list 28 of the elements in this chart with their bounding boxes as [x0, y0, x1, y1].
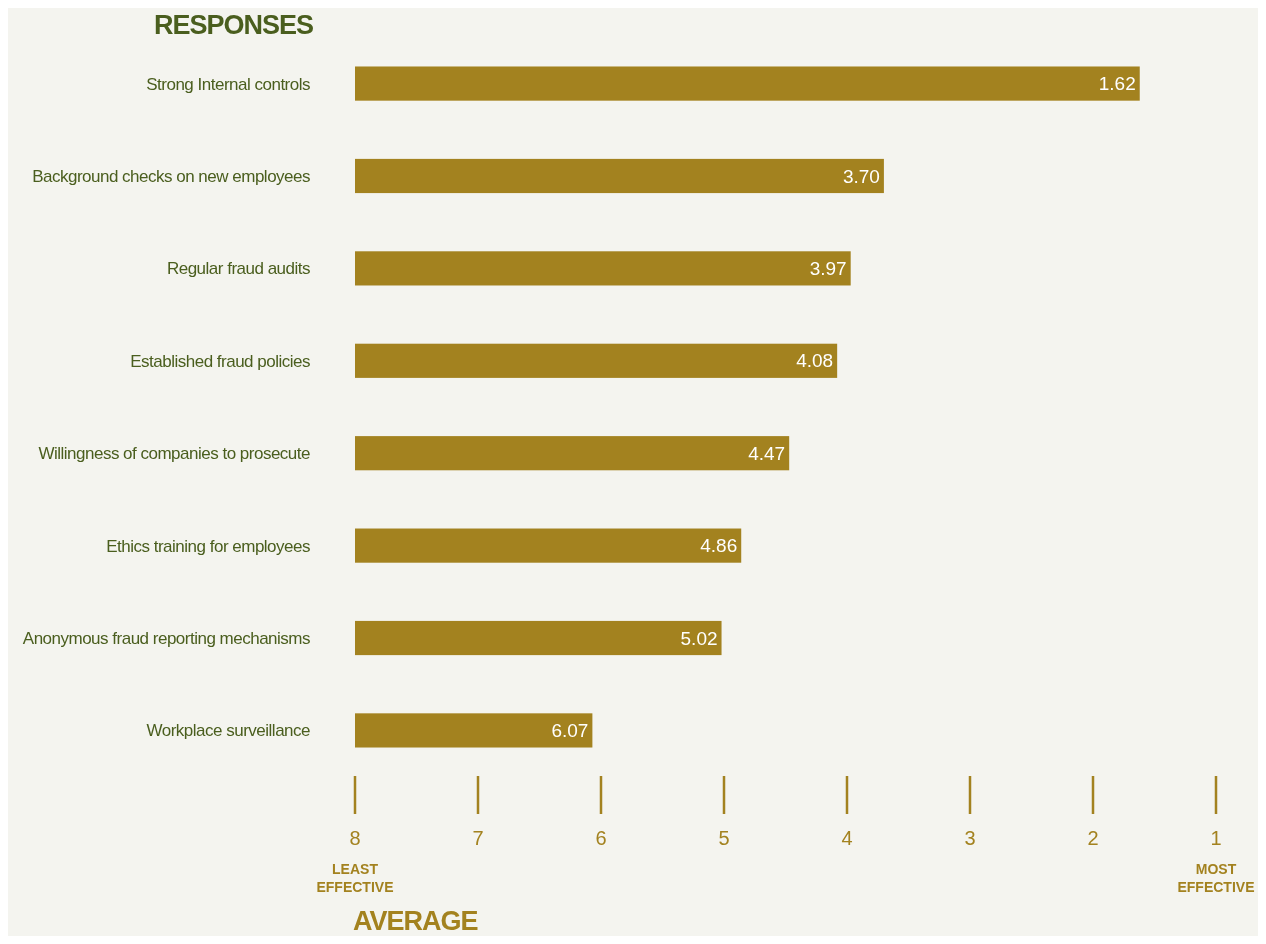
x-tick-label: 1: [1210, 827, 1222, 849]
data-label: 6.07: [551, 720, 589, 742]
y-tick-label: Regular fraud audits: [166, 259, 310, 279]
text: LEAST EFFECTIVE: [316, 861, 394, 895]
y-tick-label: Willingness of companies to prosecute: [38, 444, 311, 464]
data-label: 1.62: [1098, 73, 1136, 95]
x-axis-title: AVERAGE: [353, 906, 478, 936]
data-label: 3.97: [809, 258, 847, 280]
x-tick-label: 4: [841, 827, 853, 849]
text: MOST EFFECTIVE: [1177, 861, 1255, 895]
y-tick-label: Ethics training for employees: [106, 536, 310, 556]
y-tick-label: Anonymous fraud reporting mechanisms: [22, 628, 310, 648]
data-label: 5.02: [680, 627, 718, 649]
y-tick-label: Workplace surveillance: [146, 721, 311, 741]
x-tick-label: 8: [349, 827, 361, 849]
data-label: 3.70: [842, 165, 880, 187]
y-tick-label: Background checks on new employees: [32, 166, 310, 186]
y-tick-label: Established fraud policies: [130, 351, 310, 371]
data-label: 4.08: [796, 350, 834, 372]
x-tick-label: 2: [1087, 827, 1099, 849]
data-label: 4.86: [700, 535, 738, 557]
x-tick-label: 3: [964, 827, 976, 849]
x-tick-label: 7: [472, 827, 484, 849]
y-axis-title: RESPONSES: [153, 10, 313, 40]
data-label: 4.47: [748, 442, 786, 464]
x-tick-label: 6: [595, 827, 607, 849]
x-tick-label: 5: [718, 827, 730, 849]
y-tick-label: Strong Internal controls: [146, 74, 310, 94]
